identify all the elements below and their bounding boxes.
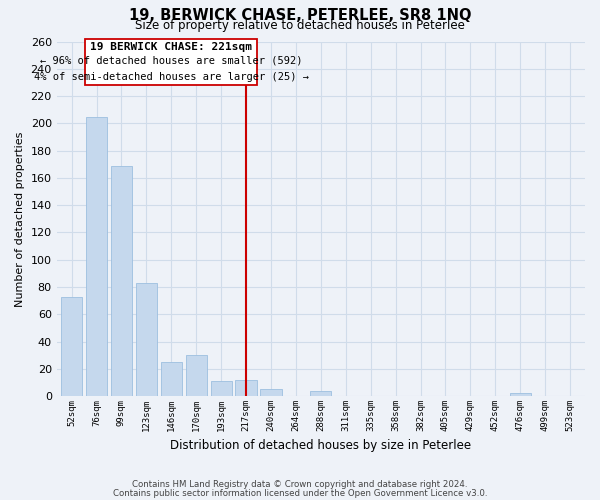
Text: ← 96% of detached houses are smaller (592): ← 96% of detached houses are smaller (59…	[40, 55, 302, 65]
X-axis label: Distribution of detached houses by size in Peterlee: Distribution of detached houses by size …	[170, 440, 472, 452]
Bar	[310, 390, 331, 396]
Text: 4% of semi-detached houses are larger (25) →: 4% of semi-detached houses are larger (2…	[34, 72, 309, 82]
Bar	[260, 390, 281, 396]
Bar	[86, 116, 107, 396]
Text: Size of property relative to detached houses in Peterlee: Size of property relative to detached ho…	[135, 18, 465, 32]
Bar	[136, 283, 157, 396]
Text: 19 BERWICK CHASE: 221sqm: 19 BERWICK CHASE: 221sqm	[91, 42, 253, 51]
Bar	[185, 355, 207, 396]
Bar	[161, 362, 182, 396]
Bar	[111, 166, 132, 396]
Bar	[61, 296, 82, 396]
Text: Contains HM Land Registry data © Crown copyright and database right 2024.: Contains HM Land Registry data © Crown c…	[132, 480, 468, 489]
Bar	[235, 380, 257, 396]
Text: 19, BERWICK CHASE, PETERLEE, SR8 1NQ: 19, BERWICK CHASE, PETERLEE, SR8 1NQ	[129, 8, 471, 22]
Bar	[509, 394, 531, 396]
FancyBboxPatch shape	[85, 39, 257, 85]
Text: Contains public sector information licensed under the Open Government Licence v3: Contains public sector information licen…	[113, 488, 487, 498]
Bar	[211, 381, 232, 396]
Y-axis label: Number of detached properties: Number of detached properties	[15, 131, 25, 306]
